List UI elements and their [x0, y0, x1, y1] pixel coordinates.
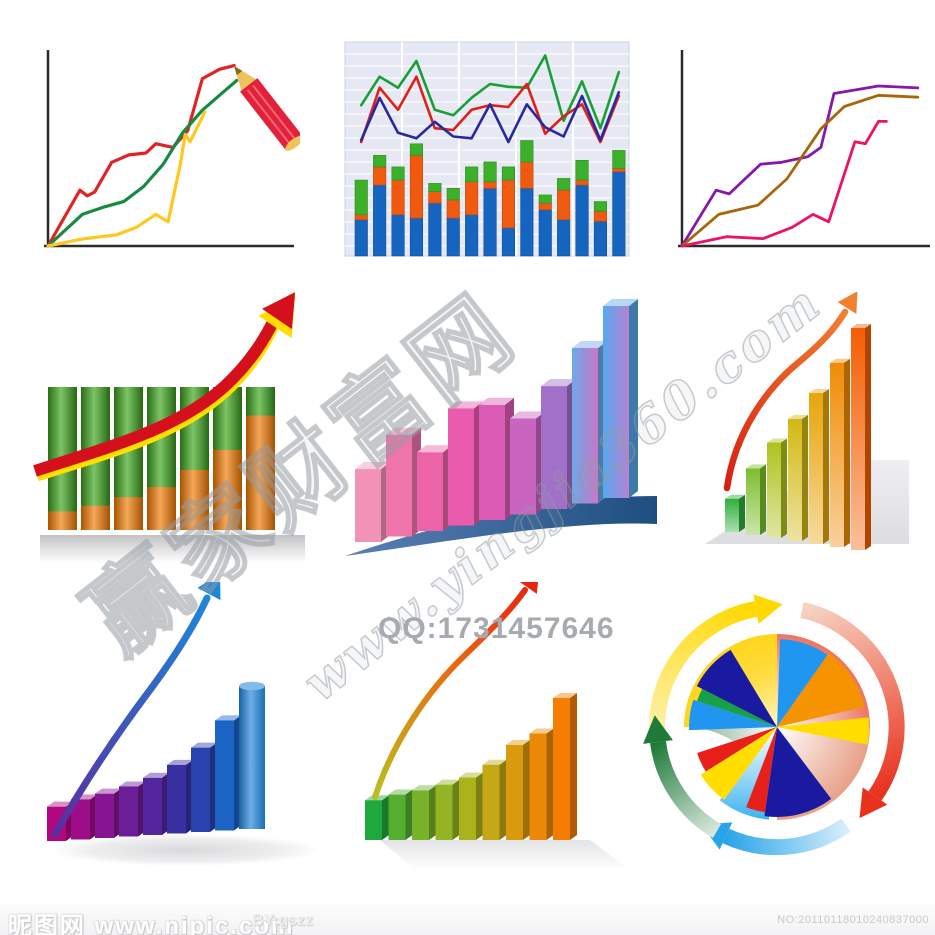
line-stacked-bar-combo-svg	[344, 41, 630, 257]
purple-blue-3d-bars-arrow-svg	[47, 573, 320, 866]
panel-pencil-line-chart	[20, 40, 304, 275]
green-orange-3d-bars-arrow-svg	[365, 569, 630, 870]
pink-3d-bars-svg	[345, 299, 657, 556]
panel-purple-blue-3d-bars-arrow	[25, 573, 320, 879]
watermark-qq-text: QQ:1731457646	[378, 612, 615, 645]
green-orange-bars-arrow-svg	[33, 292, 305, 563]
glassy-orange-bars-arrow-svg	[705, 291, 909, 550]
footer-bar: 昵图网 www.nipic.com BY:gszz NO:20110118010…	[0, 903, 935, 935]
footer-site-name: 昵图网	[8, 913, 86, 935]
panel-green-orange-bars-arrow	[25, 285, 320, 575]
panel-trend-lines	[650, 40, 935, 275]
footer-author-text: BY:gszz	[252, 912, 314, 929]
footer-site-logo: 昵图网 www.nipic.com	[8, 906, 294, 935]
pie-cycle-diagram-svg	[643, 594, 905, 856]
footer-serial-number: NO:20110118010240837000	[777, 914, 929, 926]
panel-line-stacked-bar-combo	[335, 38, 635, 278]
trend-lines-svg	[678, 50, 930, 248]
footer-site-url: www.nipic.com	[94, 913, 295, 935]
panel-green-orange-3d-bars-arrow	[335, 569, 630, 879]
pencil-line-chart-svg	[44, 50, 304, 248]
panel-pink-3d-bars	[335, 290, 665, 585]
panel-pie-cycle-diagram	[640, 582, 935, 887]
panel-glassy-orange-bars-arrow	[675, 291, 935, 575]
